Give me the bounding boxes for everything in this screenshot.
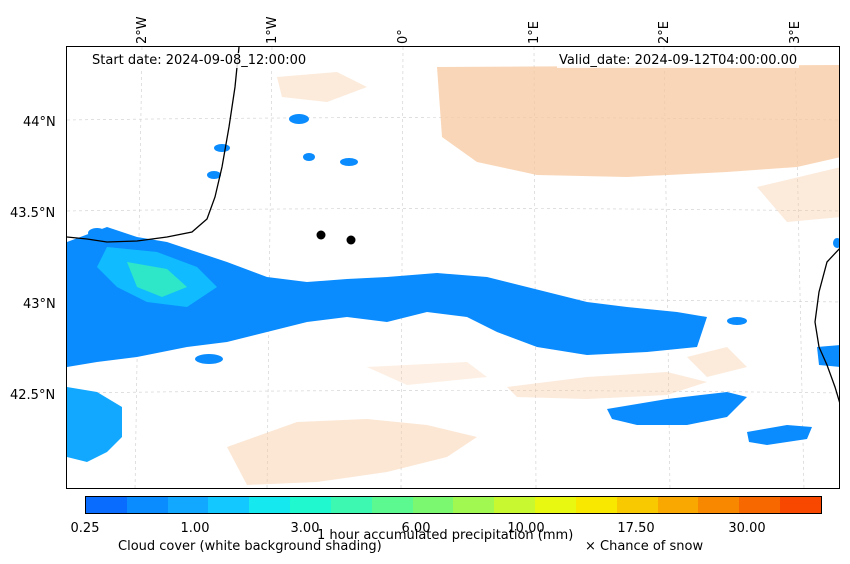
lon-label-0: 0° [396, 29, 411, 44]
cloud-cover-legend: Cloud cover (white background shading) [118, 539, 382, 554]
coastlines [67, 47, 839, 403]
lat-label-42-5n: 42.5°N [10, 388, 56, 403]
lon-label-1w: 1°W [265, 16, 280, 44]
colorbar-segment-2 [167, 497, 209, 513]
colorbar-tick-10-00: 10.00 [507, 521, 545, 536]
colorbar-segment-3 [208, 497, 250, 513]
colorbar-segment-17 [780, 497, 821, 513]
lon-label-3e: 3°E [788, 21, 803, 44]
colorbar-segment-7 [371, 497, 413, 513]
colorbar-title: 1 hour accumulated precipitation (mm) [317, 528, 574, 543]
colorbar-tick-30-00: 30.00 [728, 521, 766, 536]
lat-label-43-5n: 43.5°N [10, 206, 56, 221]
colorbar-tick-0-25: 0.25 [70, 521, 100, 536]
colorbar-segment-16 [739, 497, 781, 513]
colorbar-segment-10 [494, 497, 536, 513]
colorbar-segment-9 [453, 497, 495, 513]
lat-label-44n: 44°N [23, 115, 56, 130]
colorbar-segment-1 [126, 497, 168, 513]
colorbar-segment-13 [616, 497, 658, 513]
colorbar-segment-4 [249, 497, 291, 513]
colorbar-segment-8 [412, 497, 454, 513]
precip-colorbar [85, 496, 822, 514]
snow-chance-legend: × Chance of snow [585, 539, 704, 554]
colorbar-tick-1-00: 1.00 [180, 521, 210, 536]
colorbar-segment-11 [535, 497, 576, 513]
valid-date-label: Valid_date: 2024-09-12T04:00:00.00 [557, 53, 800, 68]
colorbar-segment-12 [575, 497, 617, 513]
city-markers [316, 230, 356, 245]
start-date-label: Start date: 2024-09-08_12:00:00 [90, 53, 309, 68]
colorbar-segment-6 [330, 497, 372, 513]
precip-areas [67, 114, 839, 462]
lon-label-2w: 2°W [135, 16, 150, 44]
colorbar-segment-0 [86, 497, 127, 513]
lon-label-1e: 1°E [527, 21, 542, 44]
colorbar-tick-17-50: 17.50 [617, 521, 655, 536]
map-canvas [67, 47, 839, 488]
lat-label-43n: 43°N [23, 297, 56, 312]
lon-label-2e: 2°E [657, 21, 672, 44]
colorbar-segment-15 [698, 497, 740, 513]
colorbar-segment-5 [290, 497, 331, 513]
cloud-cover-areas [227, 65, 839, 485]
colorbar-tick-3-00: 3.00 [290, 521, 320, 536]
colorbar-segment-14 [657, 497, 699, 513]
map-panel[interactable] [66, 46, 840, 489]
colorbar-tick-6-00: 6.00 [401, 521, 431, 536]
